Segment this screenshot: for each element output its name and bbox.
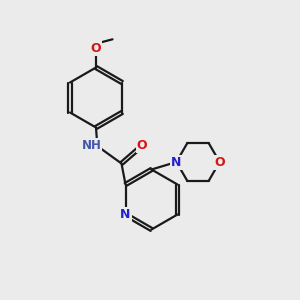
Text: O: O xyxy=(136,139,147,152)
Text: NH: NH xyxy=(82,139,101,152)
Text: O: O xyxy=(214,155,225,169)
Text: O: O xyxy=(91,42,101,56)
Text: N: N xyxy=(171,155,182,169)
Text: N: N xyxy=(120,208,131,221)
